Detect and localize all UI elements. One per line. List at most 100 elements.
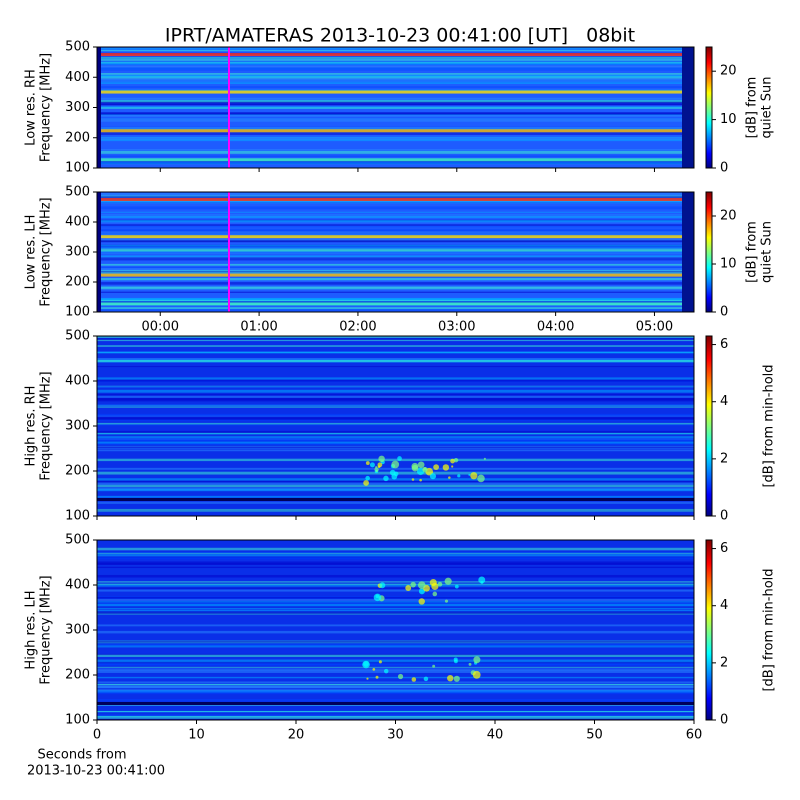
texture	[97, 291, 694, 293]
burst	[397, 673, 404, 680]
texture	[97, 393, 694, 396]
colorbar-label: quiet Sun	[760, 76, 775, 138]
texture	[97, 231, 694, 233]
texture	[97, 501, 694, 504]
texture	[97, 228, 694, 232]
emission-band	[97, 90, 694, 94]
texture	[97, 681, 694, 684]
burst	[423, 676, 429, 682]
texture	[97, 225, 694, 228]
texture	[97, 566, 694, 569]
burst	[468, 473, 471, 476]
emission-band	[97, 273, 694, 277]
emission-band	[97, 198, 694, 201]
burst	[451, 465, 454, 468]
texture	[97, 691, 694, 695]
burst	[375, 675, 379, 679]
texture	[97, 718, 694, 720]
texture	[97, 114, 694, 117]
colorbar-tick-label: 0	[720, 161, 728, 176]
burst	[468, 662, 472, 666]
y-axis-label: Frequency [MHz]	[39, 575, 54, 684]
texture	[97, 56, 694, 58]
texture	[97, 149, 694, 151]
emission-band	[97, 129, 694, 133]
texture	[97, 488, 694, 492]
texture	[97, 206, 694, 210]
texture	[97, 240, 694, 243]
texture	[97, 216, 694, 219]
texture	[97, 584, 694, 587]
texture	[97, 81, 694, 84]
burst	[457, 474, 461, 478]
y-axis-label: High res. LH	[24, 590, 39, 669]
y-tick-label: 200	[65, 130, 90, 145]
colorbar	[705, 191, 713, 313]
texture	[97, 74, 694, 78]
texture	[97, 271, 694, 274]
x-axis-label: 2013-10-23 00:41:00	[27, 764, 165, 779]
texture	[97, 438, 694, 442]
x-tick-label: 50	[586, 728, 603, 743]
texture	[97, 601, 694, 603]
texture	[97, 211, 694, 213]
burst	[432, 664, 436, 668]
texture	[97, 297, 694, 301]
burst	[480, 580, 484, 584]
emission-band	[97, 302, 694, 306]
texture	[97, 307, 694, 310]
texture	[97, 563, 694, 566]
texture	[97, 219, 694, 223]
y-tick-label: 400	[65, 215, 90, 230]
colorbar-label: [dB] from	[745, 77, 760, 139]
edge	[682, 47, 694, 168]
texture	[97, 611, 694, 615]
texture	[97, 478, 694, 481]
texture	[97, 653, 694, 656]
texture	[97, 508, 694, 512]
colorbar-tick-label: 20	[720, 64, 737, 79]
texture	[97, 359, 694, 363]
y-tick-label: 200	[65, 275, 90, 290]
texture	[97, 278, 694, 281]
texture	[97, 67, 694, 69]
y-axis-label: High res. RH	[24, 386, 39, 467]
y-tick-label: 400	[65, 374, 90, 389]
x-tick-label: 40	[487, 728, 504, 743]
burst	[444, 599, 449, 603]
texture	[97, 62, 694, 65]
burst	[379, 582, 386, 589]
texture	[97, 308, 694, 311]
y-tick-label: 100	[65, 305, 90, 320]
burst	[366, 677, 369, 680]
texture	[97, 458, 694, 462]
texture	[97, 49, 694, 52]
colorbar-tick-label: 2	[720, 451, 728, 466]
texture	[97, 670, 694, 673]
texture	[97, 366, 694, 368]
burst	[473, 656, 481, 664]
texture	[97, 339, 694, 342]
texture	[97, 196, 694, 198]
texture	[97, 422, 694, 425]
texture	[97, 659, 694, 663]
texture	[97, 266, 694, 269]
burst	[378, 455, 385, 463]
x-tick-label: 03:00	[438, 320, 475, 335]
texture	[97, 602, 694, 605]
texture	[97, 255, 694, 258]
texture	[97, 676, 694, 679]
texture	[97, 581, 694, 583]
burst	[383, 668, 389, 674]
texture	[97, 102, 694, 105]
burst	[422, 466, 428, 473]
texture	[97, 252, 694, 255]
texture	[97, 233, 694, 236]
texture	[97, 443, 694, 445]
texture	[97, 654, 694, 657]
burst	[389, 469, 396, 476]
x-tick-label: 20	[288, 728, 305, 743]
y-tick-label: 100	[65, 161, 90, 176]
colorbar-tick-label: 4	[720, 598, 728, 613]
colorbar-label: quiet Sun	[760, 221, 775, 283]
